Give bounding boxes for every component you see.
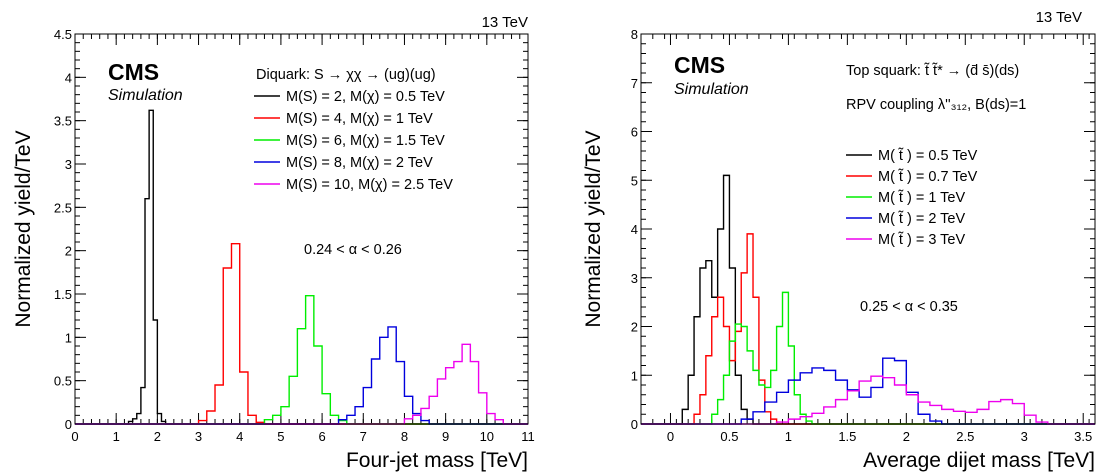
legend-entry-5: M(S) = 10, M(χ) = 2.5 TeV: [286, 177, 453, 193]
legend-entry-5: M( t̃ ) = 3 TeV: [878, 231, 965, 248]
right-histograms: [641, 174, 1095, 425]
y-tick-label: 4: [631, 222, 638, 237]
x-tick-label: 1: [113, 429, 120, 444]
x-tick-label: 3: [1021, 429, 1028, 444]
legend-entry-4: M(S) = 8, M(χ) = 2 TeV: [286, 155, 433, 171]
y-tick-label: 4: [65, 70, 72, 85]
right-plot-frame: [640, 33, 1096, 425]
histogram-series-5: [641, 375, 1095, 425]
y-tick-label: 2: [65, 244, 72, 259]
right-simulation-label: Simulation: [674, 81, 749, 98]
x-tick-label: 0: [667, 429, 674, 444]
y-tick-label: 3: [631, 271, 638, 286]
x-tick-label: 2.5: [956, 429, 974, 444]
left-legend: M(S) = 2, M(χ) = 0.5 TeV M(S) = 4, M(χ) =…: [254, 89, 453, 193]
right-chart: 0 0.5 1 1.5 2 2.5 3 3.5 0 1 2 3 4 5 6 7 8 13 TeV CMS Sim…: [582, 9, 1096, 472]
right-tick-labels: 0 0.5 1 1.5 2 2.5 3 3.5 0 1 2 3 4 5 6 7 8: [631, 27, 1092, 444]
left-y-axis-title: Normalized yield/TeV: [12, 130, 35, 327]
left-energy-label: 13 TeV: [482, 14, 528, 31]
histogram-series-1: [75, 109, 528, 425]
y-tick-label: 1: [65, 330, 72, 345]
x-tick-label: 6: [318, 429, 325, 444]
left-simulation-label: Simulation: [108, 87, 183, 104]
legend-entry-3: M(S) = 6, M(χ) = 1.5 TeV: [286, 133, 445, 149]
histogram-series-1: [641, 174, 1095, 425]
x-tick-label: 2: [154, 429, 161, 444]
y-tick-label: 8: [631, 27, 638, 42]
y-tick-label: 3: [65, 157, 72, 172]
y-tick-label: 0: [631, 417, 638, 432]
right-legend: M( t̃ ) = 0.5 TeV M( t̃ ) = 0.7 TeV M( t̃ …: [846, 147, 978, 248]
legend-entry-1: M(S) = 2, M(χ) = 0.5 TeV: [286, 89, 445, 105]
left-chart: 0 1 2 3 4 5 6 7 8 9 10 11 0 0.5 1 1.5 2 2.5 3 3.5 4 4.5 13 Te…: [12, 14, 535, 472]
histogram-series-4: [75, 326, 528, 425]
x-tick-label: 10: [480, 429, 494, 444]
left-cms-label: CMS: [108, 59, 159, 85]
right-x-axis-title: Average dijet mass [TeV]: [863, 449, 1095, 472]
left-cut-label: 0.24 < α < 0.26: [304, 242, 402, 258]
y-tick-label: 2: [631, 320, 638, 335]
histogram-series-2: [641, 233, 1095, 425]
legend-entry-1: M( t̃ ) = 0.5 TeV: [878, 147, 978, 164]
left-tick-labels: 0 1 2 3 4 5 6 7 8 9 10 11 0 0.5 1 1.5 2 2.5 3 3.5 4 4.5: [54, 27, 535, 444]
right-legend-title: Top squark: t̃ t̃* → (d̄ s̄)(ds): [846, 62, 1019, 79]
y-tick-label: 1.5: [54, 287, 72, 302]
x-tick-label: 1: [785, 429, 792, 444]
histogram-series-5: [75, 343, 528, 425]
right-legend-subtitle: RPV coupling λ''₃₁₂, B(ds)=1: [846, 97, 1026, 113]
x-tick-label: 2: [903, 429, 910, 444]
x-tick-label: 3.5: [1074, 429, 1092, 444]
x-tick-label: 11: [521, 429, 535, 444]
left-plot-frame: [74, 33, 529, 425]
y-tick-label: 5: [631, 173, 638, 188]
legend-entry-2: M( t̃ ) = 0.7 TeV: [878, 168, 978, 185]
x-tick-label: 9: [442, 429, 449, 444]
y-tick-label: 2.5: [54, 200, 72, 215]
x-tick-label: 7: [360, 429, 367, 444]
legend-entry-4: M( t̃ ) = 2 TeV: [878, 210, 965, 227]
x-tick-label: 5: [277, 429, 284, 444]
y-tick-label: 4.5: [54, 27, 72, 42]
y-tick-label: 1: [631, 368, 638, 383]
right-cms-label: CMS: [674, 52, 725, 78]
x-tick-label: 1.5: [838, 429, 856, 444]
histogram-series-4: [641, 357, 1095, 425]
y-tick-label: 0.5: [54, 374, 72, 389]
x-tick-label: 4: [236, 429, 243, 444]
y-tick-label: 3.5: [54, 114, 72, 129]
left-histograms: [75, 109, 528, 425]
x-tick-label: 0.5: [720, 429, 738, 444]
left-x-axis-title: Four-jet mass [TeV]: [346, 449, 528, 472]
y-tick-label: 6: [631, 125, 638, 140]
x-tick-label: 0: [71, 429, 78, 444]
right-cut-label: 0.25 < α < 0.35: [860, 299, 958, 315]
legend-entry-2: M(S) = 4, M(χ) = 1 TeV: [286, 111, 433, 127]
right-y-axis-title: Normalized yield/TeV: [582, 130, 605, 327]
y-tick-label: 0: [65, 417, 72, 432]
right-energy-label: 13 TeV: [1036, 9, 1082, 26]
y-tick-label: 7: [631, 76, 638, 91]
x-tick-label: 3: [195, 429, 202, 444]
histogram-series-3: [75, 295, 528, 425]
histogram-series-3: [641, 291, 1095, 425]
left-legend-title: Diquark: S → χχ → (ug)(ug): [256, 67, 436, 83]
x-tick-label: 8: [401, 429, 408, 444]
legend-entry-3: M( t̃ ) = 1 TeV: [878, 189, 965, 206]
histogram-series-2: [75, 243, 528, 425]
